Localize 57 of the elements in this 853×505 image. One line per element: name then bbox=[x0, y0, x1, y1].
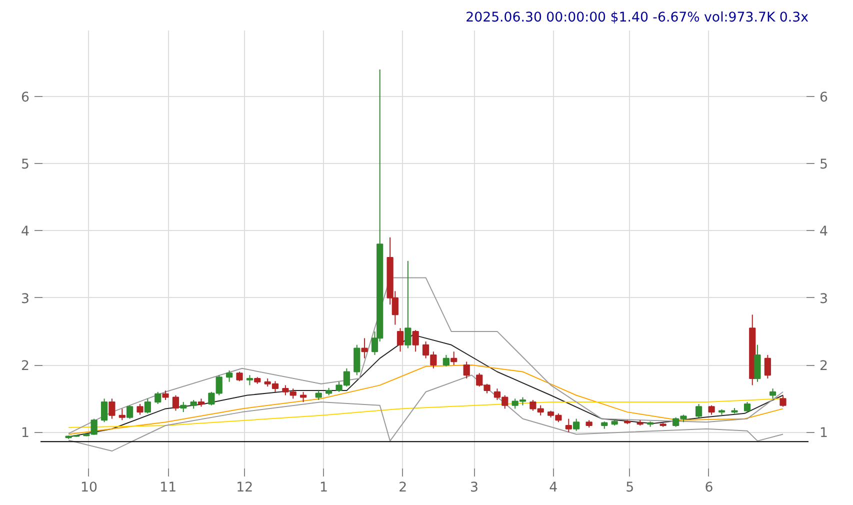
x-tick-label: 6 bbox=[704, 480, 714, 496]
candlestick bbox=[764, 354, 771, 379]
y-tick-label: 2 bbox=[21, 359, 30, 374]
x-tick-label: 11 bbox=[160, 480, 177, 496]
candlestick bbox=[769, 388, 776, 400]
x-tick-label: 1 bbox=[319, 480, 328, 496]
candlestick bbox=[300, 391, 307, 402]
candlestick bbox=[396, 328, 404, 352]
line-series bbox=[68, 277, 784, 434]
y-tick-label: 1 bbox=[21, 426, 30, 442]
candlestick bbox=[126, 404, 134, 420]
candlestick bbox=[136, 403, 144, 416]
candlestick bbox=[226, 370, 233, 382]
candlestick bbox=[573, 418, 580, 432]
candlestick bbox=[354, 344, 360, 376]
line-series bbox=[68, 374, 784, 452]
x-tick-label: 10 bbox=[80, 480, 98, 496]
candlestick bbox=[315, 390, 322, 400]
candlestick bbox=[144, 398, 151, 414]
candlestick bbox=[236, 371, 243, 382]
candlestick bbox=[463, 361, 470, 379]
line-series bbox=[68, 364, 784, 435]
y2-tick-label: 4 bbox=[820, 224, 828, 240]
candlestick bbox=[450, 351, 458, 366]
y2-tick-label: 1 bbox=[820, 426, 828, 442]
y2-tick-label: 3 bbox=[820, 292, 828, 307]
candlestick bbox=[708, 404, 715, 416]
candlestick bbox=[180, 401, 187, 413]
candlestick bbox=[412, 330, 419, 352]
candlestick bbox=[162, 390, 169, 400]
chart-title: 2025.06.30 00:00:00 $1.40 -6.67% vol:973.7K 0.3x bbox=[466, 10, 809, 26]
y2-tick-label: 6 bbox=[820, 90, 828, 106]
candlestick bbox=[361, 338, 368, 359]
candlestick bbox=[404, 260, 412, 349]
candlestick bbox=[754, 344, 761, 382]
candlestick bbox=[442, 354, 450, 367]
candlestick bbox=[565, 418, 572, 433]
candlestick bbox=[744, 401, 751, 413]
candlestick bbox=[108, 398, 116, 420]
y-tick-label: 3 bbox=[21, 292, 30, 307]
candlestick bbox=[246, 374, 254, 386]
candlestick bbox=[780, 394, 786, 408]
y-tick-label: 4 bbox=[21, 224, 30, 240]
y-tick-label: 6 bbox=[21, 90, 30, 106]
y2-tick-label: 2 bbox=[820, 359, 828, 374]
x-tick-label: 5 bbox=[626, 480, 634, 496]
x-tick-label: 4 bbox=[549, 480, 558, 496]
x-tick-label: 12 bbox=[236, 480, 254, 496]
candlestick bbox=[100, 398, 108, 423]
y2-tick-label: 5 bbox=[820, 158, 828, 173]
x-tick-label: 3 bbox=[470, 480, 478, 496]
candlestick bbox=[695, 403, 702, 418]
candlestick bbox=[154, 391, 162, 404]
candlestick bbox=[172, 394, 180, 412]
y-tick-label: 5 bbox=[21, 158, 30, 173]
candlestick bbox=[118, 408, 126, 421]
x-tick-label: 2 bbox=[398, 480, 408, 496]
